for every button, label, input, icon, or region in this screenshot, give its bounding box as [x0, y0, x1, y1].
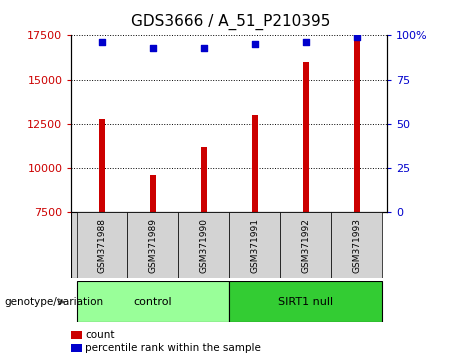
Text: GSM371990: GSM371990	[199, 218, 208, 273]
Bar	[71, 344, 82, 352]
Point	[302, 40, 309, 45]
Text: GDS3666 / A_51_P210395: GDS3666 / A_51_P210395	[131, 14, 330, 30]
Text: percentile rank within the sample: percentile rank within the sample	[85, 343, 261, 353]
Text: control: control	[134, 297, 172, 307]
Point	[98, 40, 106, 45]
Text: GSM371989: GSM371989	[148, 218, 158, 273]
Bar	[252, 115, 258, 212]
Text: count: count	[85, 330, 115, 339]
Bar	[303, 62, 309, 212]
Bar	[201, 147, 207, 212]
Bar	[77, 281, 230, 322]
Text: genotype/variation: genotype/variation	[5, 297, 104, 307]
Text: GSM371993: GSM371993	[352, 218, 361, 273]
Point	[149, 45, 157, 51]
Text: SIRT1 null: SIRT1 null	[278, 297, 333, 307]
Bar	[99, 119, 105, 212]
Point	[251, 41, 259, 47]
Point	[200, 45, 207, 51]
Bar	[354, 41, 360, 212]
Text: GSM371992: GSM371992	[301, 218, 310, 273]
Bar	[230, 212, 280, 278]
Text: GSM371991: GSM371991	[250, 218, 260, 273]
Bar	[77, 212, 128, 278]
Text: GSM371988: GSM371988	[98, 218, 106, 273]
Bar	[71, 331, 82, 339]
Bar	[331, 212, 382, 278]
Bar	[150, 175, 156, 212]
Bar	[280, 212, 331, 278]
Bar	[128, 212, 178, 278]
Point	[353, 34, 361, 40]
Bar	[230, 281, 382, 322]
Bar	[178, 212, 230, 278]
